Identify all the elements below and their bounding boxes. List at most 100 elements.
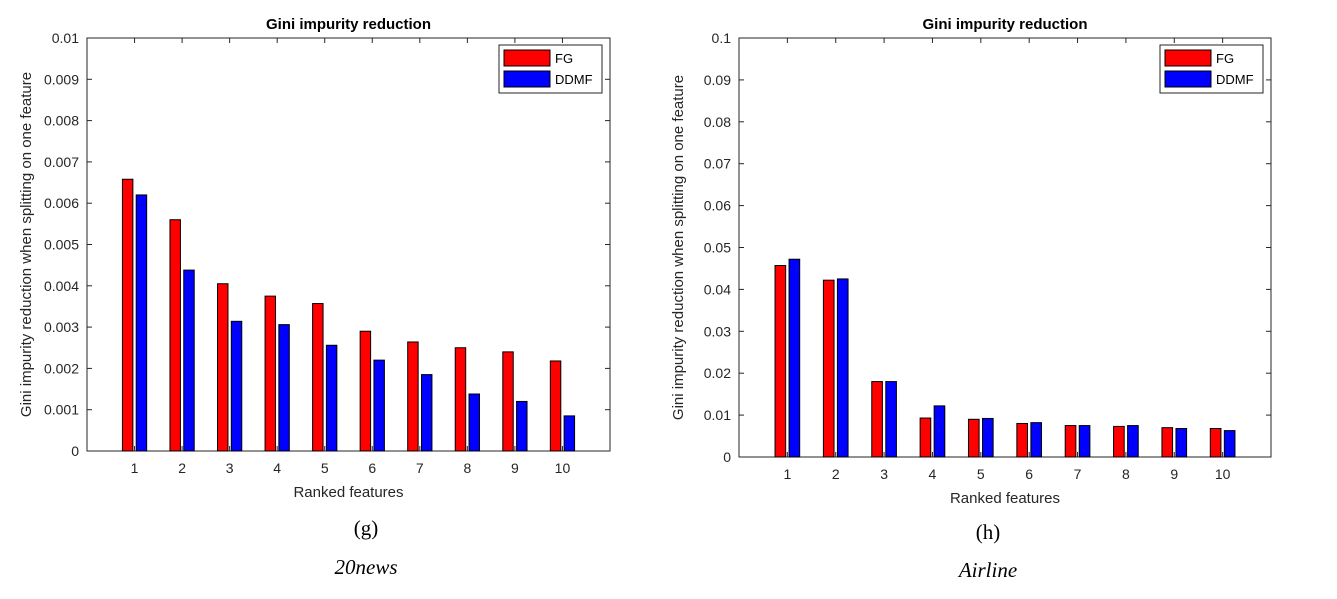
chart-svg-h: 0 0.01 0.02 0.03 0.04 0.05 0.06 0.07 0.08 0.09 0.1… (670, 16, 1272, 507)
bar-ddmf-5 (325, 344, 338, 452)
x-tick-label: 8 (1122, 466, 1130, 482)
x-tick-label: 4 (929, 466, 937, 482)
bar-fg-2 (822, 279, 835, 458)
bar-fg-10 (549, 360, 562, 452)
chart-title: Gini impurity reduction (266, 16, 431, 33)
bar-ddmf-1 (135, 194, 148, 452)
y-tick-label: 0.08 (704, 114, 731, 130)
bar-fg-4 (919, 417, 932, 458)
bar-fg-5 (967, 418, 980, 458)
bar-ddmf-9 (516, 400, 528, 452)
y-tick-label: 0.004 (44, 278, 79, 294)
bar-fg-2 (169, 219, 181, 452)
y-tick-label: 0.07 (704, 156, 731, 172)
y-tick-label: 0.01 (52, 30, 79, 46)
y-axis-label: Gini impurity reduction when splitting o… (670, 75, 687, 420)
legend-swatch-fg (503, 49, 551, 67)
bar-ddmf-2 (836, 278, 849, 458)
x-tick-label: 6 (1025, 466, 1033, 482)
y-tick-label: 0 (723, 449, 731, 465)
bar-fg-6 (1016, 422, 1028, 458)
bar-ddmf-9 (1175, 428, 1188, 458)
legend-swatch-ddmf (1164, 70, 1212, 88)
caption-label-h: (h) (975, 520, 1001, 544)
y-tick-label: 0.006 (44, 195, 79, 211)
bar-fg-4 (264, 295, 277, 452)
y-tick-label: 0.005 (44, 237, 79, 253)
bar-ddmf-10 (1223, 430, 1236, 458)
x-tick-label: 8 (463, 460, 471, 476)
legend-swatch-fg (1164, 49, 1212, 67)
y-axis-label: Gini impurity reduction when splitting o… (18, 72, 35, 417)
bar-fg-8 (454, 347, 467, 452)
bar-fg-6 (359, 330, 372, 452)
y-tick-label: 0.01 (704, 407, 731, 423)
x-tick-label: 1 (131, 460, 139, 476)
bar-ddmf-3 (885, 381, 897, 458)
x-tick-label: 5 (977, 466, 985, 482)
y-tick-label: 0.02 (704, 365, 731, 381)
y-tick-label: 0.007 (44, 154, 79, 170)
bar-fg-1 (774, 265, 787, 458)
caption-name-h: Airline (958, 558, 1018, 582)
bar-ddmf-3 (230, 320, 243, 452)
caption-name-g: 20news (334, 555, 398, 579)
chart-svg-g: 0 0.001 0.002 0.003 0.004 0.005 0.006 0.007 0.00… (18, 16, 611, 501)
y-tick-label: 0.09 (704, 72, 731, 88)
y-tick-label: 0.04 (704, 281, 731, 297)
plot-area (86, 37, 611, 452)
bar-ddmf-6 (373, 359, 385, 452)
y-tick-label: 0.1 (712, 30, 732, 46)
bar-fg-5 (312, 303, 324, 452)
x-tick-label: 9 (511, 460, 519, 476)
y-tick-label: 0.002 (44, 360, 79, 376)
bar-fg-1 (121, 178, 134, 452)
x-tick-label: 7 (1074, 466, 1082, 482)
x-tick-label: 3 (226, 460, 234, 476)
y-tick-label: 0.008 (44, 113, 79, 129)
legend-swatch-ddmf (503, 70, 551, 88)
y-tick-label: 0.05 (704, 240, 731, 256)
legend-label-fg: FG (555, 51, 573, 66)
legend-label-ddmf: DDMF (1216, 72, 1254, 87)
x-tick-label: 4 (273, 460, 281, 476)
legend-label-fg: FG (1216, 51, 1234, 66)
bar-fg-3 (217, 283, 229, 452)
bar-fg-9 (502, 351, 514, 452)
x-tick-label: 3 (880, 466, 888, 482)
x-axis-label: Ranked features (293, 484, 403, 501)
y-tick-label: 0.003 (44, 319, 79, 335)
bar-ddmf-7 (420, 374, 433, 452)
x-tick-label: 1 (783, 466, 791, 482)
plot-area (738, 37, 1272, 458)
bar-ddmf-4 (933, 405, 946, 458)
bar-fg-9 (1161, 427, 1174, 458)
chart-panel-g: 0 0.001 0.002 0.003 0.004 0.005 0.006 0.007 0.00… (0, 0, 668, 599)
bar-ddmf-1 (788, 258, 801, 458)
legend-label-ddmf: DDMF (555, 72, 593, 87)
bar-fg-10 (1209, 428, 1222, 458)
bar-ddmf-7 (1078, 425, 1091, 458)
x-tick-label: 10 (1215, 466, 1231, 482)
bar-ddmf-6 (1030, 422, 1043, 458)
x-tick-label: 2 (832, 466, 840, 482)
x-tick-label: 5 (321, 460, 329, 476)
y-tick-label: 0.009 (44, 71, 79, 87)
bar-ddmf-5 (982, 417, 994, 458)
y-tick-label: 0.03 (704, 323, 731, 339)
bar-ddmf-4 (278, 324, 290, 452)
bar-fg-8 (1113, 425, 1125, 458)
x-tick-label: 10 (555, 460, 571, 476)
x-tick-label: 7 (416, 460, 424, 476)
y-tick-label: 0 (71, 443, 79, 459)
bar-fg-7 (407, 341, 419, 452)
bar-ddmf-8 (1127, 425, 1139, 458)
x-tick-label: 2 (178, 460, 186, 476)
bar-fg-7 (1064, 425, 1077, 458)
bar-ddmf-8 (468, 393, 480, 452)
bar-ddmf-10 (563, 415, 576, 452)
y-tick-label: 0.001 (44, 402, 79, 418)
x-tick-label: 6 (368, 460, 376, 476)
chart-panel-h: 0 0.01 0.02 0.03 0.04 0.05 0.06 0.07 0.08 0.09 0.1… (668, 0, 1337, 599)
y-tick-label: 0.06 (704, 198, 731, 214)
